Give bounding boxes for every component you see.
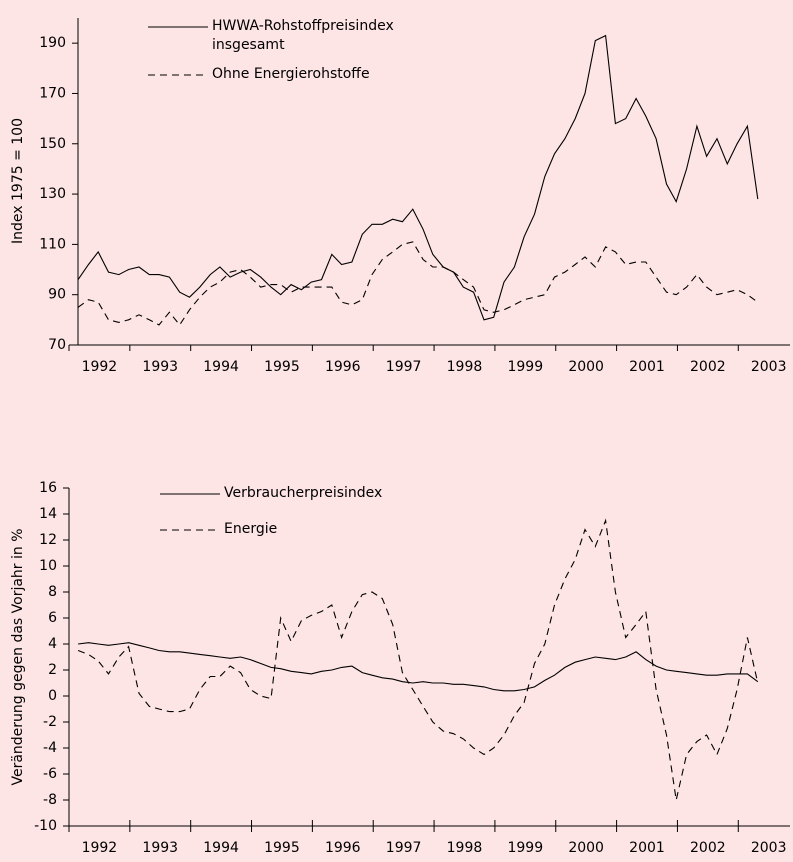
- y-tick-label: -4: [43, 740, 57, 756]
- x-tick-label: 1993: [142, 359, 178, 375]
- x-tick-label: 1998: [447, 359, 483, 375]
- x-tick-label: 1995: [264, 840, 300, 856]
- x-tick-label: 1997: [386, 359, 422, 375]
- y-tick-label: 8: [48, 584, 57, 600]
- x-tick-label: 1995: [264, 359, 300, 375]
- y-tick-label: 6: [48, 610, 57, 626]
- y-tick-label: 12: [39, 532, 57, 548]
- y-tick-label: 0: [48, 688, 57, 704]
- x-tick-label: 2002: [690, 359, 726, 375]
- y-axis-title: Veränderung gegen das Vorjahr in %: [10, 528, 26, 785]
- y-tick-label: 16: [39, 480, 57, 496]
- x-tick-label: 2002: [690, 840, 726, 856]
- x-tick-label: 1996: [325, 840, 361, 856]
- y-tick-label: -6: [43, 766, 57, 782]
- x-tick-label: 2001: [629, 840, 665, 856]
- y-tick-label: -8: [43, 792, 57, 808]
- series-line: [77, 34, 759, 321]
- y-tick-label: 110: [39, 236, 66, 252]
- x-tick-label: 1994: [203, 840, 239, 856]
- x-tick-label: 2000: [568, 359, 604, 375]
- y-tick-label: 70: [48, 337, 66, 353]
- series-line: [78, 642, 759, 692]
- y-tick-label: 90: [48, 287, 66, 303]
- y-axis-title: Index 1975 = 100: [10, 118, 26, 244]
- x-tick-label: 1992: [82, 359, 118, 375]
- y-tick-label: 190: [39, 35, 66, 51]
- legend-label: Ohne Energierohstoffe: [212, 66, 370, 82]
- y-tick-label: 150: [39, 136, 66, 152]
- x-tick-label: 2003: [751, 359, 787, 375]
- x-tick-label: 1998: [447, 840, 483, 856]
- x-tick-label: 1997: [386, 840, 422, 856]
- y-tick-label: -10: [34, 818, 57, 834]
- y-tick-label: 170: [39, 85, 66, 101]
- legend-label: HWWA-Rohstoffpreisindex insgesamt: [212, 18, 394, 53]
- x-tick-label: 1994: [203, 359, 239, 375]
- y-tick-label: 130: [39, 186, 66, 202]
- x-tick-label: 1999: [507, 359, 543, 375]
- x-tick-label: 1996: [325, 359, 361, 375]
- y-tick-label: -2: [43, 714, 57, 730]
- x-tick-label: 1993: [142, 840, 178, 856]
- x-tick-label: 2001: [629, 359, 665, 375]
- x-tick-label: 1992: [82, 840, 118, 856]
- series-line: [77, 241, 759, 326]
- legend-label: Verbraucherpreisindex: [224, 485, 383, 501]
- x-tick-label: 1999: [507, 840, 543, 856]
- y-tick-label: 4: [48, 636, 57, 652]
- x-tick-label: 2003: [751, 840, 787, 856]
- series-line: [77, 518, 759, 801]
- x-tick-label: 2000: [568, 840, 604, 856]
- y-tick-label: 14: [39, 506, 57, 522]
- legend-label: Energie: [224, 521, 278, 537]
- y-tick-label: 10: [39, 558, 57, 574]
- y-tick-label: 2: [48, 662, 57, 678]
